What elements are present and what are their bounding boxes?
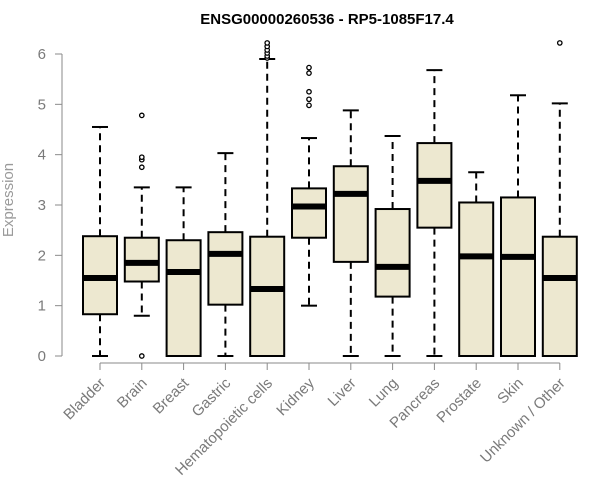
y-tick-label: 4 — [38, 147, 46, 164]
box-body — [249, 235, 286, 358]
x-tick-label: Bladder — [60, 375, 109, 424]
outlier-point — [138, 353, 145, 359]
y-axis-label: Expression — [0, 163, 17, 237]
y-tick-label: 0 — [38, 348, 46, 365]
y-tick-label: 1 — [38, 298, 46, 315]
x-tick-label: Lung — [366, 375, 402, 411]
box-brain — [123, 112, 160, 359]
box-body — [123, 236, 160, 283]
box-body — [291, 187, 327, 239]
box-body — [207, 231, 244, 306]
box-gastric — [207, 152, 244, 357]
box-body — [332, 165, 369, 263]
outlier-point — [306, 88, 312, 95]
x-tick-label: Skin — [494, 375, 527, 408]
box-hematopoietic-cells — [249, 40, 286, 358]
box-body — [416, 142, 453, 229]
outlier-point — [138, 112, 145, 119]
x-tick-label: Brain — [114, 375, 151, 412]
outlier-point — [306, 96, 312, 103]
y-tick-label: 2 — [38, 247, 46, 264]
box-series — [82, 40, 578, 359]
box-lung — [374, 135, 411, 357]
outlier-point — [264, 40, 271, 46]
box-body — [165, 239, 202, 358]
outlier-point — [138, 154, 145, 161]
box-body — [500, 196, 536, 357]
x-tick-label: Prostate — [433, 375, 485, 427]
box-skin — [500, 94, 536, 357]
y-tick-label: 6 — [38, 46, 46, 63]
x-tick-label: Breast — [150, 374, 193, 417]
outlier-point — [138, 164, 145, 171]
y-axis: 0 1 2 3 4 5 6 — [38, 46, 63, 365]
box-liver — [332, 109, 369, 357]
y-tick-label: 5 — [38, 96, 46, 113]
outlier-point — [306, 102, 312, 109]
y-tick-label: 3 — [38, 197, 46, 214]
box-breast — [165, 186, 202, 358]
x-tick-label: Liver — [325, 375, 360, 410]
box-prostate — [458, 171, 495, 357]
box-bladder — [82, 125, 118, 357]
x-tick-label: Kidney — [273, 374, 318, 419]
chart-title: ENSG00000260536 - RP5-1085F17.4 — [200, 11, 454, 28]
box-body — [374, 208, 411, 298]
outlier-point — [556, 40, 563, 46]
box-kidney — [291, 64, 327, 307]
outlier-point — [306, 70, 312, 76]
box-body — [458, 201, 495, 357]
box-unknown-other — [541, 40, 578, 358]
outlier-point — [306, 64, 312, 71]
box-pancreas — [416, 69, 453, 357]
box-body — [541, 235, 578, 358]
